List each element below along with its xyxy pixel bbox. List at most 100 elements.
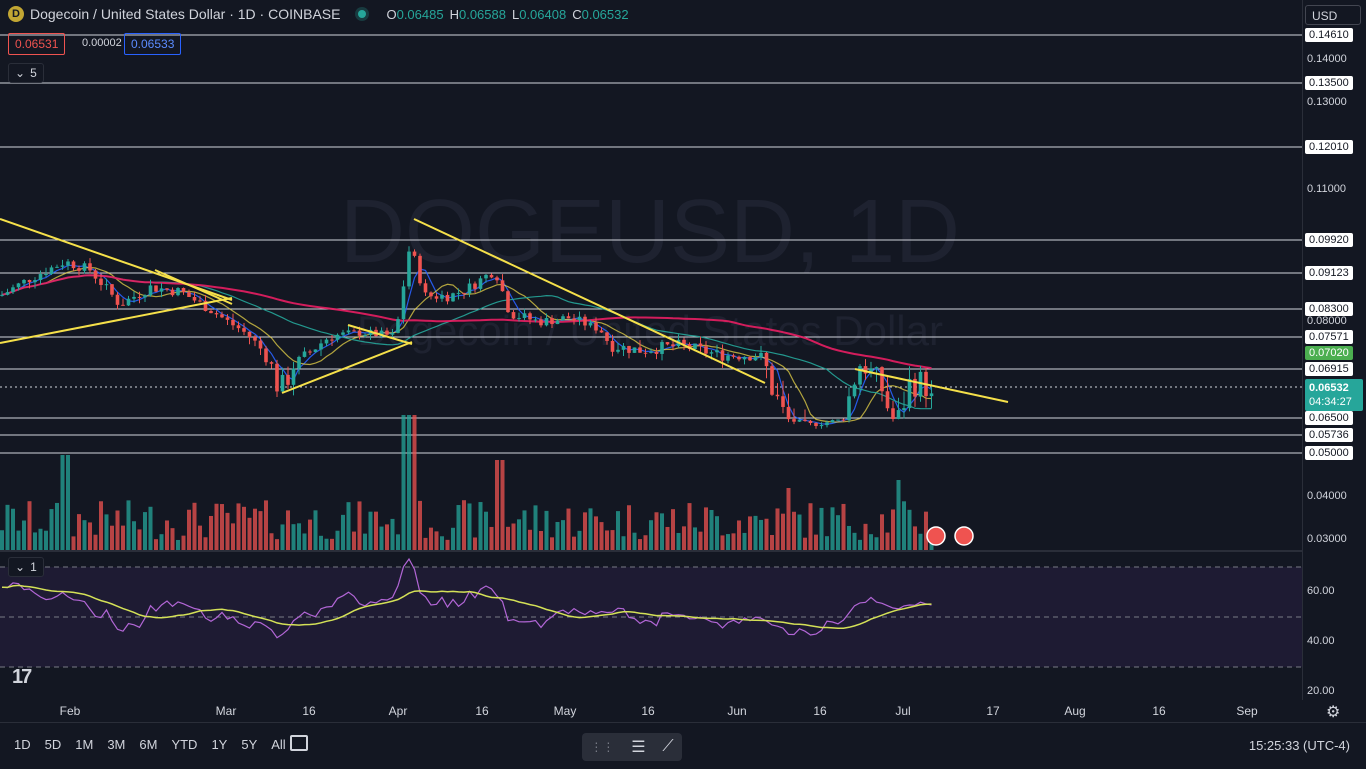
trendline[interactable] [413, 218, 766, 384]
rsi-legend-toggle[interactable]: ⌄ 1 [8, 557, 44, 577]
indicators-toggle[interactable]: ⌄ 5 [8, 63, 44, 83]
candle-body [770, 366, 774, 395]
trendlines[interactable] [0, 218, 1009, 403]
ohlc-high: H0.06588 [449, 6, 506, 22]
trendline[interactable] [154, 269, 233, 305]
timeframe-5d[interactable]: 5D [44, 737, 62, 752]
volume-bar [115, 510, 120, 550]
candle-body [60, 265, 65, 267]
volume-bar [522, 510, 527, 550]
candle-body [159, 288, 164, 292]
drag-handle-icon[interactable]: ⋮⋮ [590, 740, 615, 754]
event-flags[interactable] [926, 526, 974, 546]
symbol-title[interactable]: Dogecoin / United States Dollar · 1D · C… [30, 6, 341, 22]
trendline[interactable] [0, 297, 233, 344]
trendline[interactable] [347, 324, 413, 345]
candle-body [709, 352, 714, 354]
candle-body [33, 280, 37, 283]
timeframe-ytd[interactable]: YTD [171, 737, 198, 752]
date-range-icon[interactable] [290, 735, 308, 751]
volume-bar [605, 530, 609, 550]
volume-bar [583, 512, 587, 550]
price-axis[interactable]: USD 0.14000 0.13000 0.11000 0.08000 0.04000 0… [1302, 0, 1366, 700]
volume-bar [198, 525, 202, 550]
timeframe-6m[interactable]: 6M [139, 737, 158, 752]
volume-bar [770, 535, 774, 550]
bottom-toolbar: 1D 5D 1M 3M 6M YTD 1Y 5Y All ⋮⋮ ☰ ⟋ 15:25:33 (UT… [0, 722, 1366, 769]
volume-bar [242, 506, 246, 550]
candle-body [511, 312, 516, 319]
timeframe-all[interactable]: All [271, 737, 286, 752]
watermark-symbol: DOGEUSD, 1D [340, 182, 960, 282]
price-tick-label: 0.08000 [1307, 315, 1347, 327]
volume-bar [390, 518, 395, 550]
tradingview-logo[interactable]: 17 [12, 666, 32, 688]
candle-body [638, 347, 642, 353]
chart-panel-toggle[interactable]: ⋮⋮ ☰ ⟋ [582, 733, 682, 761]
candle-body [258, 340, 263, 349]
candle-body [341, 332, 345, 335]
timeframe-5y[interactable]: 5Y [241, 737, 258, 752]
candle-body [66, 261, 70, 266]
candle-body [748, 357, 752, 361]
candle-body [528, 313, 532, 320]
level-price-label: 0.07571 [1305, 330, 1353, 344]
time-label: Aug [1064, 704, 1086, 718]
timeframe-1d[interactable]: 1D [14, 737, 31, 752]
rsi-tick-label: 60.00 [1307, 585, 1335, 597]
price-chart[interactable]: DOGEUSD, 1D Dogecoin / United States Dol… [0, 0, 1302, 552]
timeframe-1y[interactable]: 1Y [211, 737, 228, 752]
symbol-header[interactable]: D Dogecoin / United States Dollar · 1D ·… [8, 6, 635, 22]
volume-bar [148, 506, 153, 550]
candle-body [720, 350, 725, 361]
volume-bar [286, 510, 290, 550]
clock-timezone[interactable]: 15:25:33 (UTC-4) [1248, 738, 1350, 753]
candle-body [687, 344, 692, 350]
volume-bar [489, 526, 494, 550]
level-price-label: 0.06500 [1305, 411, 1353, 425]
volume-bar [517, 519, 521, 550]
rsi-line [1, 557, 932, 639]
candle-body [110, 284, 114, 295]
trendline[interactable] [854, 368, 1009, 403]
volume-bar [753, 515, 758, 550]
candle-body [577, 316, 582, 321]
time-axis[interactable]: Feb Mar 16 Apr 16 May 16 Jun 16 Jul 17 Aug 16 Sep [0, 700, 1302, 722]
candle-body [49, 267, 54, 274]
candle-body [148, 285, 153, 296]
volume-bar [627, 505, 631, 550]
bar-countdown: 04:34:27 [1309, 396, 1352, 408]
candle-body [280, 374, 285, 392]
market-status-icon[interactable] [358, 10, 367, 18]
sell-price-button[interactable]: 0.06531 [8, 33, 66, 55]
data-window-icon[interactable]: ⟋ [662, 738, 674, 755]
time-label: Jul [895, 704, 911, 718]
object-tree-icon[interactable]: ☰ [631, 739, 646, 756]
volume-bar [506, 526, 510, 550]
volume-bar [187, 509, 191, 550]
candle-body [583, 316, 587, 326]
timeframe-3m[interactable]: 3M [107, 737, 126, 752]
volume-bar [71, 536, 76, 550]
moving-average-line [1, 266, 932, 423]
rsi-pane[interactable] [0, 556, 1302, 696]
candle-body [489, 274, 494, 278]
settings-gear-icon[interactable]: ⚙ [1326, 704, 1341, 721]
volume-bar [484, 511, 488, 550]
time-label: 16 [813, 704, 827, 718]
candle-body [572, 318, 576, 321]
volume-bar [176, 539, 180, 550]
last-price: 0.06532 [1309, 382, 1349, 394]
trendline[interactable] [281, 341, 413, 394]
volume-bar [0, 530, 4, 550]
volume-bar [638, 539, 642, 550]
currency-selector[interactable]: USD [1305, 5, 1361, 25]
candle-body [715, 350, 719, 353]
volume-bar [429, 527, 433, 550]
volume-bar [82, 520, 87, 550]
candle-body [269, 362, 274, 364]
buy-price-button[interactable]: 0.06533 [124, 33, 182, 55]
timeframe-1m[interactable]: 1M [75, 737, 94, 752]
candle-body [544, 318, 549, 326]
volume-bar [407, 415, 411, 550]
